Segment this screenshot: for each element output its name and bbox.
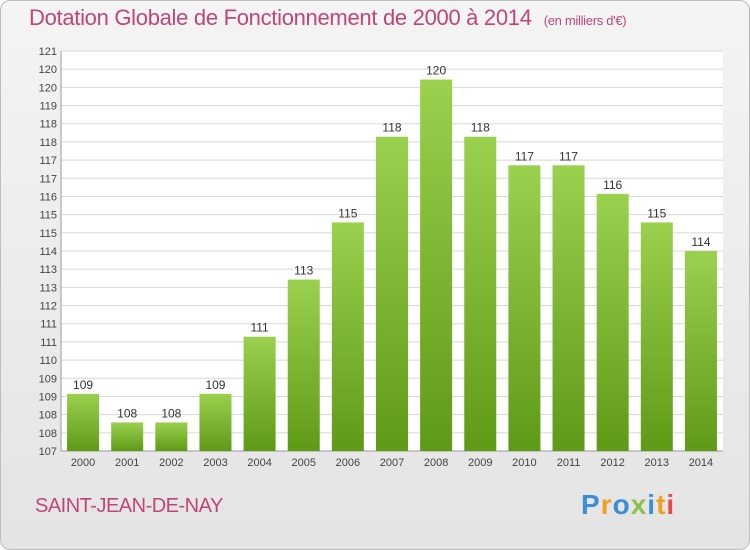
value-label: 108 [161,406,181,420]
bar-2013 [640,222,673,451]
y-tick-label: 110 [39,355,57,367]
x-tick-label: 2013 [645,457,669,469]
y-tick-label: 120 [39,64,57,76]
logo-letter: i [647,489,657,520]
x-tick-label: 2014 [689,457,713,469]
y-tick-label: 109 [39,391,57,403]
x-tick-label: 2007 [380,457,404,469]
y-tick-label: 116 [39,191,57,203]
bar-2007 [376,136,408,451]
y-tick-label: 115 [39,228,57,240]
y-tick-label: 120 [39,82,57,94]
chart-title: Dotation Globale de Fonctionnement de 20… [29,5,627,31]
y-tick-label: 121 [39,46,57,58]
bar-2009 [464,136,497,451]
x-tick-label: 2002 [159,457,183,469]
y-tick-label: 118 [39,137,57,149]
x-tick-label: 2000 [71,457,95,469]
bar-2010 [508,165,541,452]
value-label: 118 [382,121,401,135]
y-tick-label: 113 [39,264,57,276]
bar-2014 [684,251,717,451]
x-tick-label: 2011 [557,457,581,469]
chart-subtitle: (en milliers d'€) [543,13,627,28]
x-tick-label: 2001 [115,457,139,469]
y-tick-label: 115 [39,210,57,222]
bar-2005 [287,279,320,451]
value-label: 115 [338,206,357,220]
y-tick-label: 107 [39,446,57,458]
x-tick-label: 2008 [424,457,448,469]
y-tick-label: 111 [40,319,57,331]
x-tick-label: 2009 [468,457,492,469]
logo-letter: r [600,489,613,520]
value-label: 108 [117,406,137,420]
y-tick-label: 111 [40,337,57,349]
y-tick-label: 118 [39,119,57,131]
proxiti-logo: Proxiti [581,489,675,521]
bar-2012 [596,193,629,451]
value-label: 109 [73,378,93,392]
labels-layer: 107 108 108 109 109 110 111 111 112 113 113 114 115 1… [39,46,714,469]
value-label: 117 [559,149,578,163]
y-tick-label: 117 [39,173,57,185]
value-label: 115 [647,206,666,220]
y-tick-label: 108 [39,410,57,422]
value-label: 111 [250,321,269,335]
y-tick-label: 112 [39,301,57,313]
bar-2004 [243,336,276,451]
logo-letter: P [581,489,601,520]
bar-2003 [199,393,232,451]
y-tick-label: 114 [39,246,57,258]
y-tick-label: 117 [39,155,57,167]
x-tick-label: 2003 [203,457,227,469]
logo-letter: t [656,489,667,520]
y-tick-label: 109 [39,373,57,385]
value-label: 118 [471,121,490,135]
bar-2008 [420,79,453,452]
value-label: 109 [205,378,225,392]
value-label: 120 [426,64,446,78]
logo-letter: x [630,489,648,520]
bar-2000 [67,393,100,451]
value-label: 113 [294,264,313,278]
y-tick-label: 108 [39,428,57,440]
logo-letter: o [612,489,631,520]
title-text: Dotation Globale de Fonctionnement de 20… [29,5,532,30]
y-tick-label: 119 [39,101,57,113]
x-tick-label: 2010 [512,457,536,469]
commune-name: SAINT-JEAN-DE-NAY [35,495,223,517]
logo-letter: i [666,489,676,520]
x-tick-label: 2006 [336,457,360,469]
x-tick-label: 2012 [600,457,624,469]
y-tick-label: 113 [39,282,57,294]
bar-2001 [111,422,144,451]
value-label: 116 [603,178,622,192]
bars-layer [67,79,717,452]
x-tick-label: 2005 [291,457,315,469]
bar-2002 [155,422,188,451]
value-label: 117 [515,149,534,163]
value-label: 114 [691,235,710,249]
bar-2011 [552,165,585,452]
bar-2006 [331,222,364,451]
x-tick-label: 2004 [247,457,271,469]
